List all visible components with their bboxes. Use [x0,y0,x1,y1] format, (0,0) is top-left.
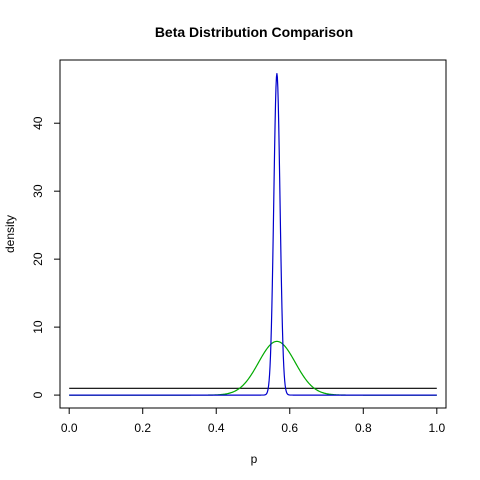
y-axis-label: density [3,215,17,253]
y-tick-label: 0 [31,391,45,398]
plot-frame [59,59,447,409]
plot-lines [69,72,437,396]
y-tick-label: 20 [31,252,45,266]
y-axis: 0 10 20 30 40 [31,116,61,398]
x-tick-label: 0.6 [281,421,298,435]
y-tick-label: 30 [31,184,45,198]
x-tick-label: 0.0 [61,421,78,435]
y-tick-label: 10 [31,320,45,334]
series-line-3 [69,72,437,396]
x-tick-label: 0.4 [208,421,225,435]
x-axis-label: p [251,452,258,466]
x-axis: 0.0 0.2 0.4 0.6 0.8 1.0 [61,407,445,435]
y-tick-label: 40 [31,116,45,130]
x-tick-label: 0.8 [355,421,372,435]
chart-title: Beta Distribution Comparison [155,24,353,40]
x-tick-label: 1.0 [428,421,445,435]
x-tick-label: 0.2 [134,421,151,435]
series-line-2 [69,340,437,396]
